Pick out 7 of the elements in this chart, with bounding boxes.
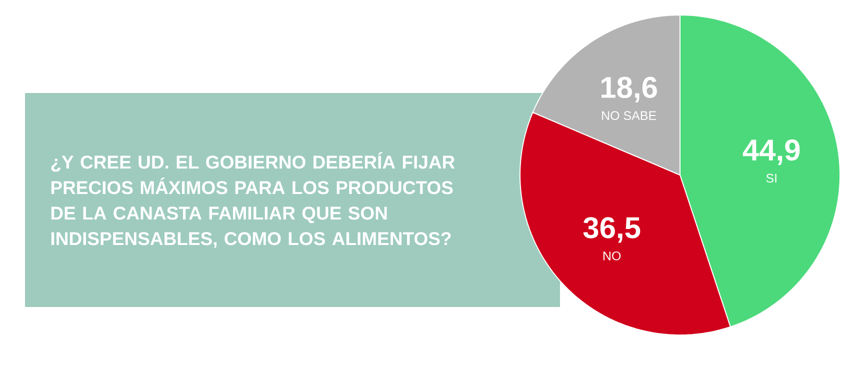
slice-label: SI xyxy=(766,174,776,183)
data-label: 18,6 xyxy=(602,76,657,102)
data-label: 44,9 xyxy=(742,139,800,165)
text: ¿Y CREE UD. EL GOBIERNO DEBERÍA FIJAR PRECIOS MÁXIMOS PARA LOS PRODUCTOS DE LA CANASTA FAMILIAR QUE SON INDISPENSABLES, COMO LOS ALIMENTOS? xyxy=(51,152,455,248)
data-label: 36,5 xyxy=(583,217,640,243)
slice-label: NO SABE xyxy=(602,111,656,120)
slice-label: NO xyxy=(603,251,621,260)
